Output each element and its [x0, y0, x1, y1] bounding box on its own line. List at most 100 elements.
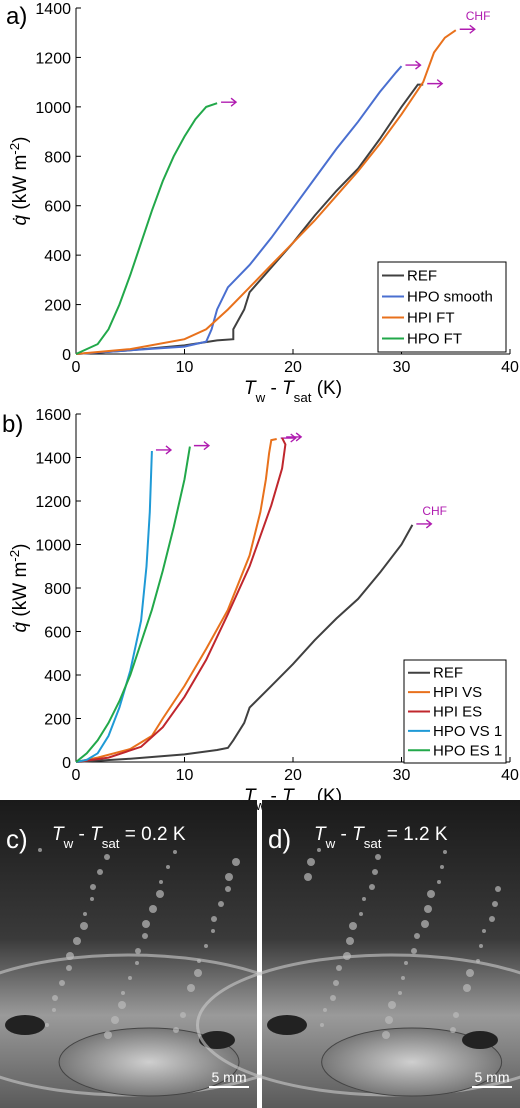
bubble — [52, 1008, 56, 1012]
bubble — [52, 995, 58, 1001]
y-tick-label: 400 — [44, 668, 71, 685]
bubble — [159, 880, 163, 884]
bubble — [323, 1008, 327, 1012]
bubble — [66, 965, 72, 971]
bubble — [398, 991, 402, 995]
bubble — [437, 880, 441, 884]
panel-label: b) — [2, 411, 23, 438]
bubble — [218, 901, 224, 907]
y-tick-label: 1600 — [35, 407, 71, 424]
label-part: sat — [102, 836, 120, 851]
label-part: -2 — [7, 143, 22, 155]
bubble — [38, 848, 42, 852]
bubble — [45, 1023, 49, 1027]
bubble — [317, 848, 321, 852]
bubble — [128, 976, 132, 980]
bubble — [479, 944, 483, 948]
legend-label: HPI ES — [433, 704, 482, 721]
bubble — [440, 865, 444, 869]
bubble — [385, 1016, 393, 1024]
y-tick-label: 1400 — [35, 451, 71, 468]
y-tick-label: 200 — [44, 298, 71, 315]
chf-arrow — [193, 441, 211, 451]
bubble — [388, 1001, 396, 1009]
bubble — [83, 912, 87, 916]
label-part: sat — [364, 836, 382, 851]
bubble — [225, 886, 231, 892]
chf-arrow — [286, 432, 303, 442]
y-tick-label: 800 — [44, 581, 71, 598]
bubble — [482, 929, 486, 933]
bubble — [232, 858, 240, 866]
legend-label: HPI FT — [407, 310, 455, 327]
bubble — [149, 905, 157, 913]
bubble — [211, 929, 215, 933]
bubble — [443, 850, 447, 854]
bubble — [427, 890, 435, 898]
data-line — [75, 65, 403, 355]
bubble — [180, 1012, 186, 1018]
bubble — [369, 884, 375, 890]
chf-arrow — [405, 60, 422, 70]
bubble — [375, 854, 381, 860]
bubble — [463, 984, 471, 992]
label-part: T — [314, 824, 327, 845]
label-part: sat — [294, 390, 312, 405]
bubble — [187, 984, 195, 992]
bubble — [73, 937, 81, 945]
legend-label: HPO ES 1 — [433, 742, 502, 759]
x-tick-label: 30 — [393, 359, 411, 376]
bubble — [330, 995, 336, 1001]
label-part: w — [255, 390, 266, 405]
pool — [58, 1027, 240, 1097]
bubble — [142, 933, 148, 939]
label-part: = 0.2 K — [119, 824, 185, 845]
bubble — [80, 922, 88, 930]
label-part: ) — [10, 137, 31, 143]
bubble — [359, 912, 363, 916]
label-part: T — [282, 378, 295, 399]
annotation: CHF — [422, 504, 447, 518]
bubble — [173, 1027, 179, 1033]
label-part: (K) — [311, 378, 342, 399]
y-tick-label: 1000 — [35, 538, 71, 555]
pool — [321, 1027, 503, 1097]
x-tick-label: 0 — [72, 359, 81, 376]
data-line — [75, 524, 414, 763]
legend-label: REF — [433, 665, 463, 682]
label-part: w — [255, 798, 266, 813]
chf-arrow — [459, 24, 476, 34]
label-part: T — [352, 824, 365, 845]
bubble — [382, 1031, 390, 1039]
y-tick-label: 1400 — [35, 1, 71, 18]
legend-label: HPI VS — [433, 684, 482, 701]
x-tick-label: 40 — [501, 359, 519, 376]
bubble — [495, 886, 501, 892]
bubble — [111, 1016, 119, 1024]
label-part: - — [335, 824, 352, 845]
chf-arrow — [416, 519, 433, 529]
hole — [462, 1031, 498, 1049]
y-tick-label: 600 — [44, 625, 71, 642]
bubble — [194, 969, 202, 977]
bubble — [489, 916, 495, 922]
y-axis-label: q̇ (kW m-2) — [7, 137, 32, 226]
bubble — [401, 976, 405, 980]
bubble — [453, 1012, 459, 1018]
label-part: T — [244, 378, 257, 399]
y-axis-label: q̇ (kW m-2) — [7, 544, 32, 633]
label-part: ) — [10, 544, 31, 550]
bubble — [333, 980, 339, 986]
bubble — [404, 961, 408, 965]
bubble — [476, 959, 480, 963]
panel-label: a) — [6, 3, 27, 30]
x-tick-label: 30 — [393, 767, 411, 784]
bubble — [336, 965, 342, 971]
bubble — [346, 937, 354, 945]
bubble — [424, 905, 432, 913]
bubble — [349, 922, 357, 930]
legend-label: REF — [407, 268, 437, 285]
bubble — [104, 854, 110, 860]
label-part: = 1.2 K — [381, 824, 447, 845]
